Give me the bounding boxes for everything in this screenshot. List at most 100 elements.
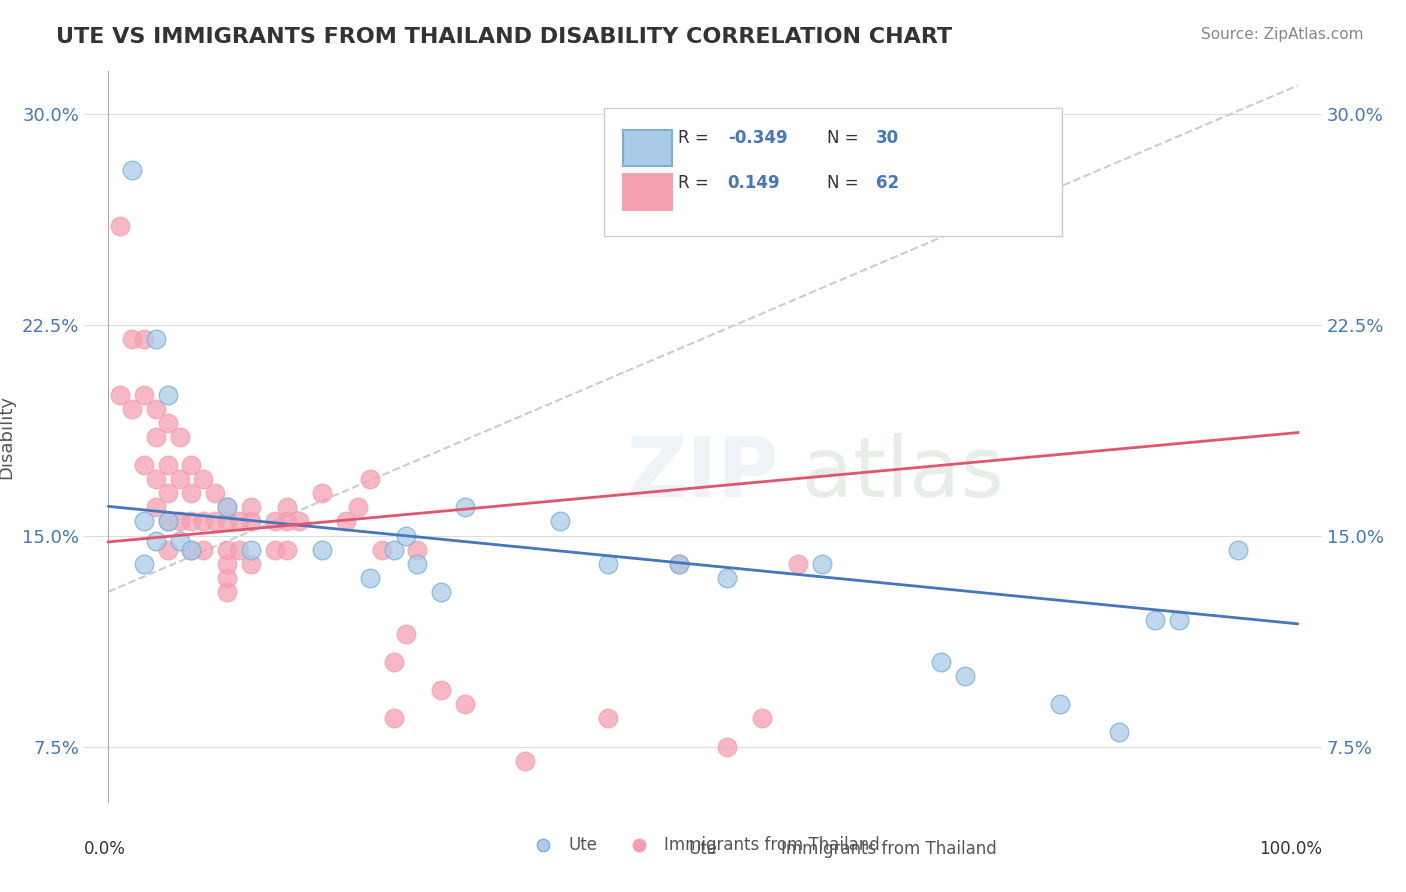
Point	[217, 571, 239, 585]
Point	[382, 655, 405, 669]
Point	[371, 542, 394, 557]
Text: 30: 30	[876, 129, 900, 147]
Text: -0.349: -0.349	[728, 129, 787, 147]
Point	[347, 500, 370, 515]
Point	[811, 557, 834, 571]
Point	[239, 500, 262, 515]
Point	[217, 515, 239, 529]
Point	[145, 534, 167, 549]
Text: 100.0%: 100.0%	[1258, 840, 1322, 858]
Point	[668, 557, 690, 571]
Point	[204, 515, 226, 529]
Point	[1108, 725, 1130, 739]
Point	[156, 515, 179, 529]
Text: UTE VS IMMIGRANTS FROM THAILAND DISABILITY CORRELATION CHART: UTE VS IMMIGRANTS FROM THAILAND DISABILI…	[56, 27, 952, 46]
Point	[239, 542, 262, 557]
Point	[217, 542, 239, 557]
Text: R =: R =	[678, 175, 714, 193]
Point	[929, 655, 952, 669]
Legend: Ute, Immigrants from Thailand: Ute, Immigrants from Thailand	[520, 829, 886, 860]
Text: N =: N =	[827, 129, 863, 147]
Point	[359, 571, 381, 585]
Text: 62: 62	[876, 175, 900, 193]
Point	[204, 486, 226, 500]
Point	[287, 515, 309, 529]
Point	[335, 515, 357, 529]
Point	[548, 515, 571, 529]
Point	[716, 739, 738, 754]
Point	[454, 698, 477, 712]
Point	[169, 430, 191, 444]
Point	[121, 332, 143, 346]
Point	[180, 486, 202, 500]
Point	[217, 500, 239, 515]
Text: N =: N =	[827, 175, 863, 193]
Point	[228, 515, 250, 529]
FancyBboxPatch shape	[623, 174, 672, 211]
Point	[239, 557, 262, 571]
Point	[430, 683, 453, 698]
Point	[394, 627, 416, 641]
Text: 0.149: 0.149	[728, 175, 780, 193]
Point	[121, 401, 143, 416]
Point	[953, 669, 976, 683]
Point	[169, 472, 191, 486]
Point	[787, 557, 810, 571]
Point	[311, 542, 333, 557]
Point	[180, 542, 202, 557]
Y-axis label: Disability: Disability	[0, 395, 15, 479]
Point	[180, 458, 202, 473]
Point	[121, 162, 143, 177]
Point	[276, 515, 298, 529]
Point	[156, 515, 179, 529]
Point	[716, 571, 738, 585]
Point	[132, 515, 155, 529]
Point	[193, 515, 215, 529]
FancyBboxPatch shape	[623, 130, 672, 167]
Point	[132, 388, 155, 402]
Point	[406, 557, 429, 571]
Point	[382, 711, 405, 725]
Point	[193, 472, 215, 486]
Point	[217, 557, 239, 571]
Text: Ute: Ute	[689, 840, 717, 858]
Point	[145, 500, 167, 515]
Point	[668, 557, 690, 571]
Point	[263, 542, 285, 557]
Point	[108, 388, 131, 402]
Point	[156, 486, 179, 500]
Point	[239, 515, 262, 529]
Text: Immigrants from Thailand: Immigrants from Thailand	[780, 840, 997, 858]
Text: R =: R =	[678, 129, 714, 147]
Point	[145, 332, 167, 346]
Point	[156, 542, 179, 557]
Point	[1167, 613, 1189, 627]
Point	[145, 430, 167, 444]
Text: Source: ZipAtlas.com: Source: ZipAtlas.com	[1201, 27, 1364, 42]
Point	[263, 515, 285, 529]
Point	[132, 557, 155, 571]
Point	[169, 515, 191, 529]
Point	[217, 500, 239, 515]
Point	[156, 458, 179, 473]
Point	[108, 219, 131, 233]
Text: 0.0%: 0.0%	[84, 840, 127, 858]
Point	[180, 515, 202, 529]
Point	[454, 500, 477, 515]
Point	[145, 401, 167, 416]
Point	[596, 557, 619, 571]
Point	[394, 528, 416, 542]
Point	[596, 711, 619, 725]
Point	[311, 486, 333, 500]
Point	[406, 542, 429, 557]
FancyBboxPatch shape	[605, 108, 1062, 235]
Point	[145, 472, 167, 486]
Point	[1227, 542, 1250, 557]
Point	[1049, 698, 1071, 712]
Text: ZIP: ZIP	[627, 434, 779, 514]
Point	[751, 711, 773, 725]
Point	[228, 542, 250, 557]
Point	[276, 542, 298, 557]
Point	[359, 472, 381, 486]
Point	[217, 584, 239, 599]
